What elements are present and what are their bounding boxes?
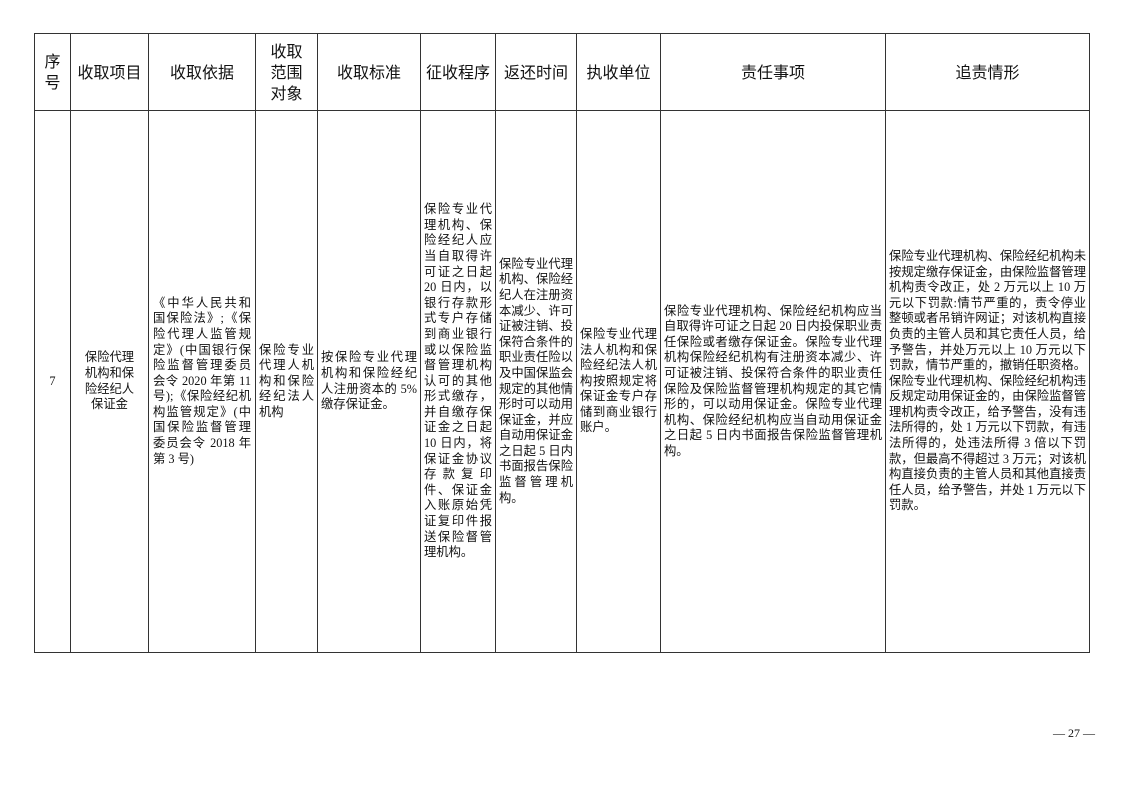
header-item: 收取项目 bbox=[70, 33, 149, 111]
header-procedure: 征收程序 bbox=[420, 33, 496, 111]
header-row: 序号 收取项目 收取依据 收取范围对象 收取标准 征收程序 返还时间 执收单位 … bbox=[34, 33, 1090, 111]
page-number: — 27 — bbox=[1053, 726, 1095, 740]
cell-index: 7 bbox=[34, 110, 71, 653]
header-unit: 执收单位 bbox=[576, 33, 661, 111]
cell-unit: 保险专业代理法人机构和保险经纪法人机构按照规定将保证金专户存储到商业银行账户。 bbox=[576, 110, 661, 653]
cell-responsibility: 保险专业代理机构、保险经纪机构应当自取得许可证之日起 20 日内投保职业责任保险… bbox=[660, 110, 886, 653]
header-index: 序号 bbox=[34, 33, 71, 111]
header-scope: 收取范围对象 bbox=[255, 33, 318, 111]
header-responsibility: 责任事项 bbox=[660, 33, 886, 111]
fee-table: 序号 收取项目 收取依据 收取范围对象 收取标准 征收程序 返还时间 执收单位 … bbox=[34, 33, 1090, 653]
header-basis: 收取依据 bbox=[148, 33, 256, 111]
table-row: 7 保险代理机构和保险经纪人保证金 《中华人民共和国保险法》;《保险代理人监管规… bbox=[34, 110, 1090, 653]
cell-item: 保险代理机构和保险经纪人保证金 bbox=[70, 110, 149, 653]
cell-standard: 按保险专业代理机构和保险经纪人注册资本的 5%缴存保证金。 bbox=[317, 110, 421, 653]
cell-scope: 保险专业代理人机构和保险经纪法人机构 bbox=[255, 110, 318, 653]
cell-accountability: 保险专业代理机构、保险经纪机构未按规定缴存保证金，由保险监督管理机构责令改正，处… bbox=[885, 110, 1090, 653]
cell-basis: 《中华人民共和国保险法》;《保险代理人监管规定》(中国银行保险监督管理委员会令 … bbox=[148, 110, 256, 653]
cell-return-time: 保险专业代理机构、保险经纪人在注册资本减少、许可证被注销、投保符合条件的职业责任… bbox=[495, 110, 577, 653]
cell-procedure: 保险专业代理机构、保险经纪人应当自取得许可证之日起 20 日内，以银行存款形式专… bbox=[420, 110, 496, 653]
header-accountability: 追责情形 bbox=[885, 33, 1090, 111]
header-return-time: 返还时间 bbox=[495, 33, 577, 111]
header-standard: 收取标准 bbox=[317, 33, 421, 111]
